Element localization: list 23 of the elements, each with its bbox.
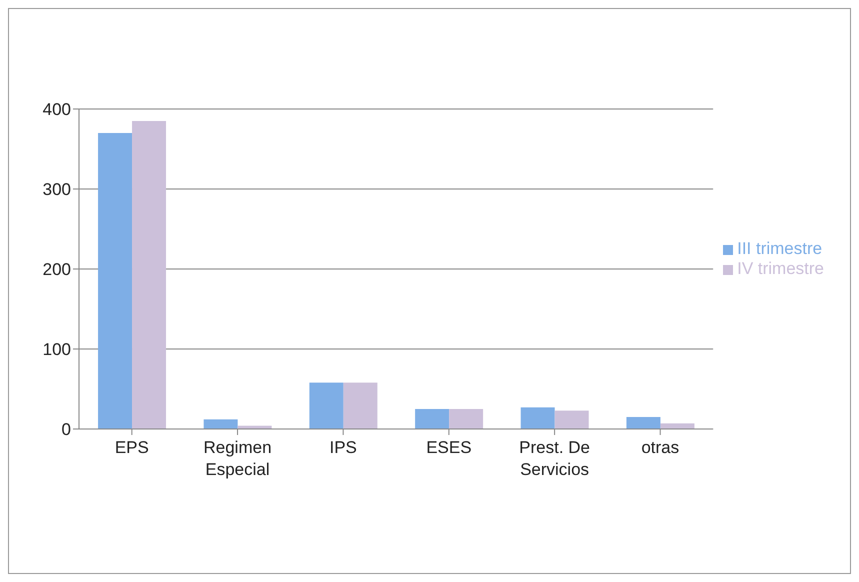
y-tick-label: 400 bbox=[42, 100, 71, 120]
x-tick-label: IPS bbox=[330, 438, 357, 457]
y-tick-label: 200 bbox=[42, 260, 71, 280]
bar bbox=[554, 410, 589, 429]
x-tick-label: ESES bbox=[426, 438, 472, 457]
bar bbox=[98, 133, 132, 429]
bar bbox=[520, 407, 555, 429]
bar bbox=[132, 121, 166, 429]
legend-label: IV trimestre bbox=[737, 259, 824, 278]
x-tick-label: Prest. De Servicios bbox=[519, 438, 590, 479]
x-tick-label: otras bbox=[641, 438, 680, 457]
legend-label: III trimestre bbox=[737, 239, 822, 258]
y-tick-label: 300 bbox=[42, 180, 71, 200]
bar bbox=[415, 409, 450, 429]
x-tick-label: EPS bbox=[114, 438, 149, 457]
bar bbox=[343, 382, 378, 429]
bar bbox=[626, 417, 660, 429]
bar bbox=[309, 382, 344, 429]
bar bbox=[449, 409, 484, 429]
x-tick-label: Regimen Especial bbox=[204, 438, 272, 479]
y-tick-label: 100 bbox=[42, 340, 71, 360]
bar bbox=[204, 419, 238, 429]
y-tick-label: 0 bbox=[62, 420, 71, 440]
